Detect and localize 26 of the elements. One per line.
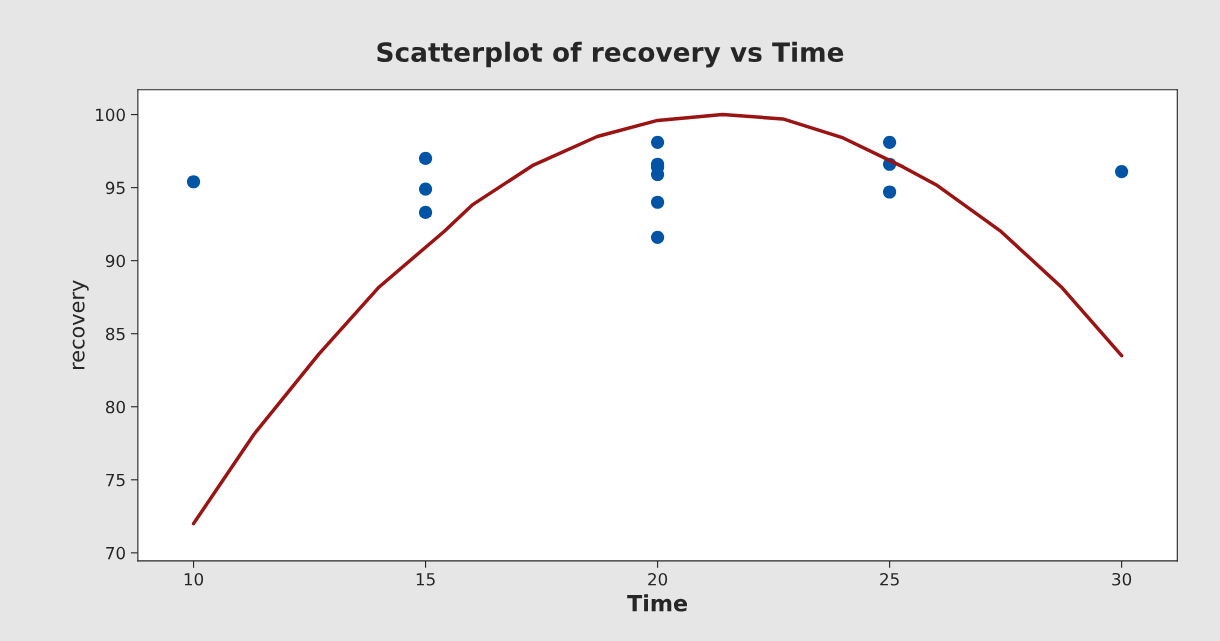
point xyxy=(418,151,433,165)
chart-title: Scatterplot of recovery vs Time xyxy=(377,41,844,68)
y-tick-label: 75 xyxy=(106,473,125,487)
x-tick-label: 20 xyxy=(648,572,668,586)
y-tick-label: 80 xyxy=(105,400,125,414)
line-series xyxy=(191,112,1124,526)
y-tick-label: 85 xyxy=(105,327,125,341)
y-tick-label: 95 xyxy=(105,181,125,195)
x-axis-title: Time xyxy=(627,594,687,612)
y-tick-label: 70 xyxy=(106,546,125,560)
y-tick-label: 90 xyxy=(105,254,125,268)
point xyxy=(186,175,201,189)
point xyxy=(418,205,433,220)
point xyxy=(1115,164,1129,179)
y-axis-title: recovery xyxy=(72,280,89,369)
point xyxy=(418,182,433,196)
point xyxy=(650,135,665,149)
point xyxy=(883,185,897,199)
x-tick-label: 30 xyxy=(1112,572,1132,586)
point xyxy=(650,230,665,244)
y-tick-label: 100 xyxy=(96,108,125,122)
x-tick-label: 25 xyxy=(880,572,899,586)
point xyxy=(650,195,665,209)
x-tick-label: 10 xyxy=(184,572,204,586)
point xyxy=(883,135,897,149)
x-tick-label: 15 xyxy=(416,573,435,586)
